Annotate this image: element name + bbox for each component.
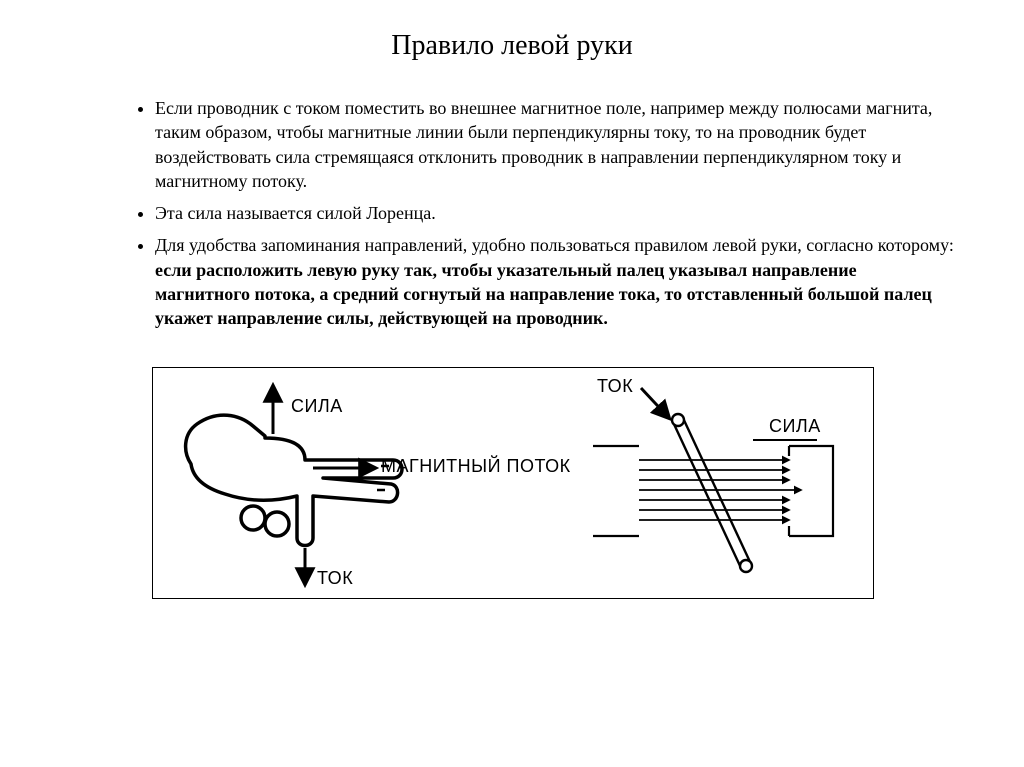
conductor-diagram <box>513 368 873 598</box>
bullet-3-bold: если расположить левую руку так, чтобы у… <box>155 260 932 329</box>
bullet-3-plain: Для удобства запоминания направлений, уд… <box>155 235 954 255</box>
label-force-hand: СИЛА <box>291 396 343 417</box>
label-current-hand: ТОК <box>317 568 353 589</box>
figure-box: СИЛА МАГНИТНЫЙ ПОТОК ТОК <box>152 367 874 599</box>
bullet-3: Для удобства запоминания направлений, уд… <box>155 233 964 330</box>
label-current-right: ТОК <box>597 376 633 397</box>
bullet-1: Если проводник с током поместить во внеш… <box>155 96 964 193</box>
label-force-right: СИЛА <box>769 416 821 437</box>
bullet-2: Эта сила называется силой Лоренца. <box>155 201 964 225</box>
bullet-list: Если проводник с током поместить во внеш… <box>60 96 964 331</box>
page-title: Правило левой руки <box>60 30 964 62</box>
